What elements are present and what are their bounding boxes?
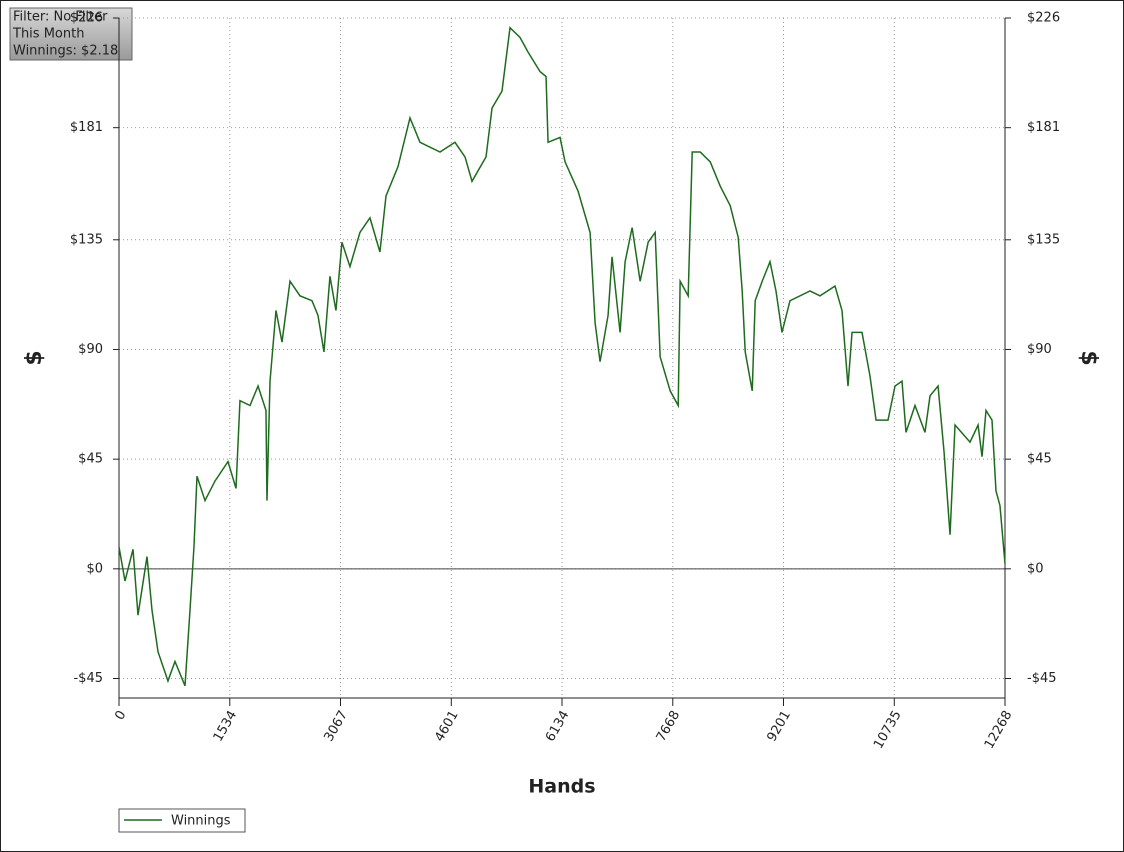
y-tick-label: $181 bbox=[70, 120, 103, 135]
y-tick-label: $90 bbox=[78, 342, 103, 357]
info-line: Filter: No Filter bbox=[13, 10, 108, 25]
info-box bbox=[9, 7, 133, 61]
y2-tick-label: $90 bbox=[1027, 342, 1052, 357]
y-tick-label: $0 bbox=[86, 561, 103, 576]
legend-label: Winnings bbox=[171, 814, 231, 829]
y2-tick-label: $45 bbox=[1027, 452, 1052, 467]
y-tick-label: -$45 bbox=[73, 671, 103, 686]
y-tick-label: $45 bbox=[78, 452, 103, 467]
y2-tick-label: $0 bbox=[1027, 561, 1044, 576]
y-tick-label: $135 bbox=[70, 232, 103, 247]
y-axis-label: $ bbox=[22, 350, 47, 365]
x-axis-label: Hands bbox=[528, 776, 595, 798]
series-line bbox=[118, 26, 1006, 687]
info-line: Winnings: $2.18 bbox=[13, 44, 118, 59]
y2-axis-label: $ bbox=[1076, 350, 1101, 365]
y2-tick-label: $181 bbox=[1027, 120, 1060, 135]
y-tick-label: $226 bbox=[70, 11, 103, 26]
y2-tick-label: $135 bbox=[1027, 232, 1060, 247]
info-line: This Month bbox=[12, 27, 84, 42]
y2-tick-label: $226 bbox=[1027, 11, 1060, 26]
legend bbox=[118, 808, 246, 833]
y2-tick-label: -$45 bbox=[1027, 671, 1057, 686]
